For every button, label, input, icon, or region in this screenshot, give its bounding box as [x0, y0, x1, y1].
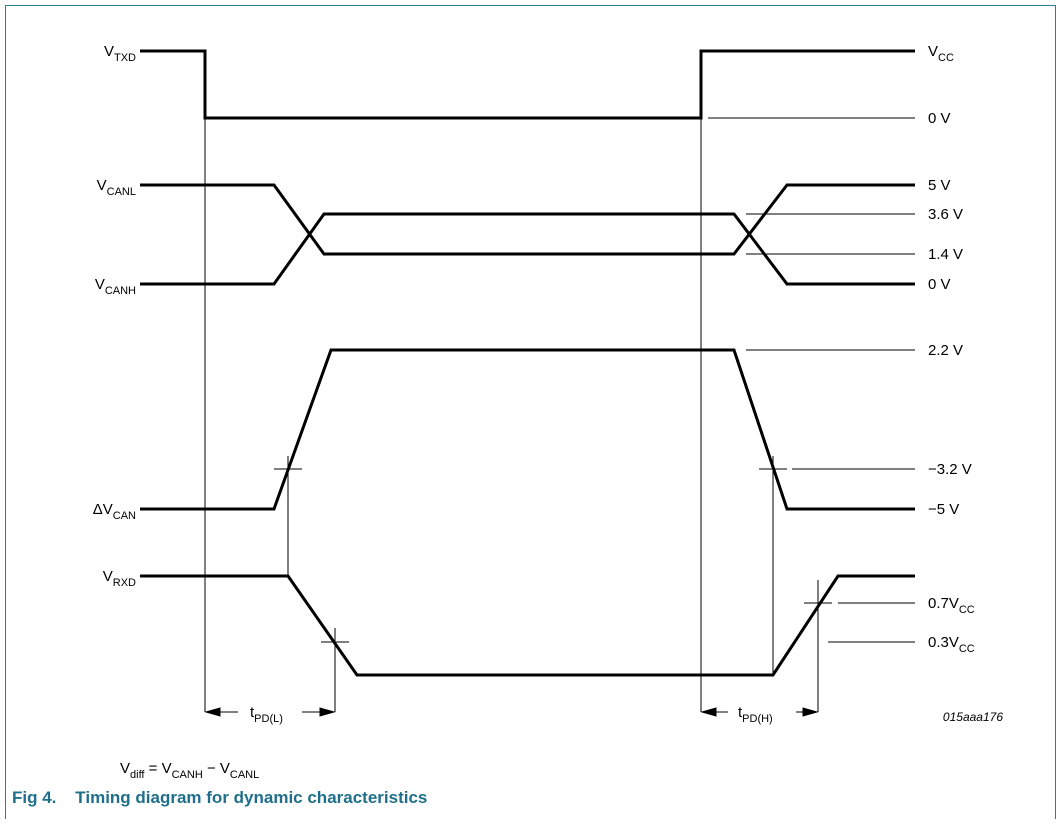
level-0v3cc: 0.3VCC [928, 634, 975, 655]
label-delta-vcan: ΔVCAN [93, 501, 136, 522]
tpdl-arrow-left [204, 707, 221, 717]
tpdl-arrow-right [319, 707, 336, 717]
level-2v2: 2.2 V [928, 342, 963, 359]
level-m3v2: −3.2 V [928, 461, 972, 478]
level-can-0v: 0 V [928, 276, 951, 293]
level-m5v: −5 V [928, 501, 959, 518]
label-vrxd: VRXD [103, 568, 136, 589]
tpdh-arrow-right [802, 707, 819, 717]
level-1v4: 1.4 V [928, 246, 963, 263]
label-tpdl: tPD(L) [250, 704, 283, 725]
canh-waveform [140, 212, 915, 286]
tpdh-arrow-left [700, 707, 717, 717]
rxd-waveform [140, 574, 915, 677]
txd-waveform [140, 49, 915, 120]
figure-caption: Fig 4. Timing diagram for dynamic charac… [12, 788, 428, 807]
label-vtxd: VTXD [104, 43, 136, 64]
delta-can-waveform [140, 348, 915, 511]
level-3v6: 3.6 V [928, 206, 963, 223]
figure-frame [5, 5, 1056, 819]
level-txd-0v: 0 V [928, 110, 951, 127]
figure-id: 015aaa176 [943, 710, 1003, 724]
label-tpdh: tPD(H) [738, 704, 773, 725]
label-vcanl: VCANL [97, 177, 136, 198]
level-vcc: VCC [928, 43, 954, 64]
label-vcanh: VCANH [95, 276, 136, 297]
vdiff-formula: Vdiff = VCANH − VCANL [120, 760, 259, 781]
canl-waveform [140, 183, 915, 256]
level-0v7cc: 0.7VCC [928, 595, 975, 616]
level-5v: 5 V [928, 177, 951, 194]
